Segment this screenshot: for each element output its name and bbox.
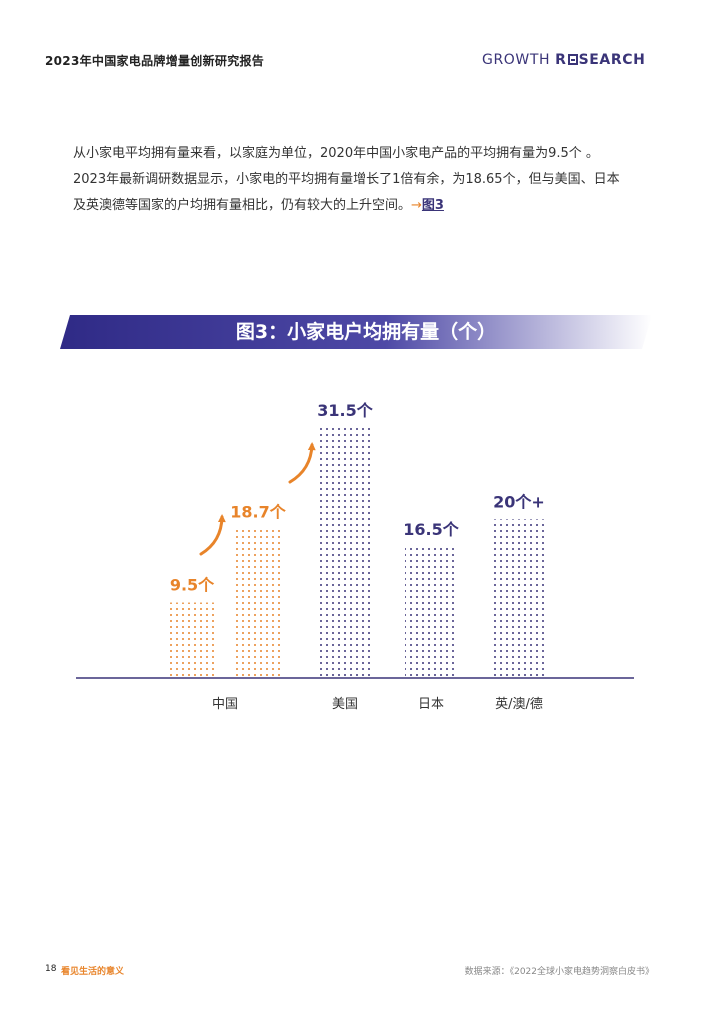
growth-arrow-icon-2 xyxy=(288,443,314,484)
banner-background xyxy=(60,315,652,349)
category-label: 美国 xyxy=(332,697,358,712)
bar-4 xyxy=(493,519,545,678)
brand-e-mark xyxy=(567,54,578,65)
brand-logo: GROWTH R SEARCH xyxy=(482,52,646,68)
page-number: 18 xyxy=(45,964,57,974)
report-title: 2023年中国家电品牌增量创新研究报告 xyxy=(45,54,265,68)
bar-3 xyxy=(405,547,457,678)
arrow-icon: → xyxy=(411,198,422,213)
footer-tagline: 看见生活的意义 xyxy=(61,967,125,977)
paragraph-line-1: 从小家电平均拥有量来看，以家庭为单位，2020年中国小家电产品的平均拥有量为9.… xyxy=(73,146,599,161)
growth-arrow-icon xyxy=(199,515,224,556)
figure-title-banner: 图3：小家电户均拥有量（个） xyxy=(60,315,652,349)
bar-value-label: 9.5个 xyxy=(170,576,215,595)
bar-chart: 9.5个 18.7个 31.5个 16.5个 20个+ 中国 美国 日本 英/澳/德 xyxy=(76,401,634,712)
paragraph-line-2: 2023年最新调研数据显示，小家电的平均拥有量增长了1倍有余，为18.65个，但… xyxy=(73,172,620,187)
bar-value-label: 18.7个 xyxy=(230,503,286,522)
bar-value-label: 31.5个 xyxy=(317,401,373,420)
bar-value-label: 20个+ xyxy=(493,492,545,511)
bar-1 xyxy=(232,529,284,678)
category-label: 日本 xyxy=(418,697,444,712)
figure-link[interactable]: 图3 xyxy=(421,198,444,213)
growth-arrow-icon-head xyxy=(217,514,226,523)
bar-0 xyxy=(166,602,218,678)
body-paragraph: 从小家电平均拥有量来看，以家庭为单位，2020年中国小家电产品的平均拥有量为9.… xyxy=(73,141,643,219)
category-label: 英/澳/德 xyxy=(495,696,543,712)
figure-title: 图3：小家电户均拥有量（个） xyxy=(235,321,497,343)
bar-value-label: 16.5个 xyxy=(403,520,459,539)
data-source: 数据来源：《2022全球小家电趋势洞察白皮书》 xyxy=(464,967,654,977)
bar-2 xyxy=(319,428,371,678)
paragraph-line-3: 及英澳德等国家的户均拥有量相比，仍有较大的上升空间。→图3 xyxy=(73,198,444,213)
category-label: 中国 xyxy=(212,697,238,712)
growth-arrow-icon-2-head xyxy=(307,442,316,451)
